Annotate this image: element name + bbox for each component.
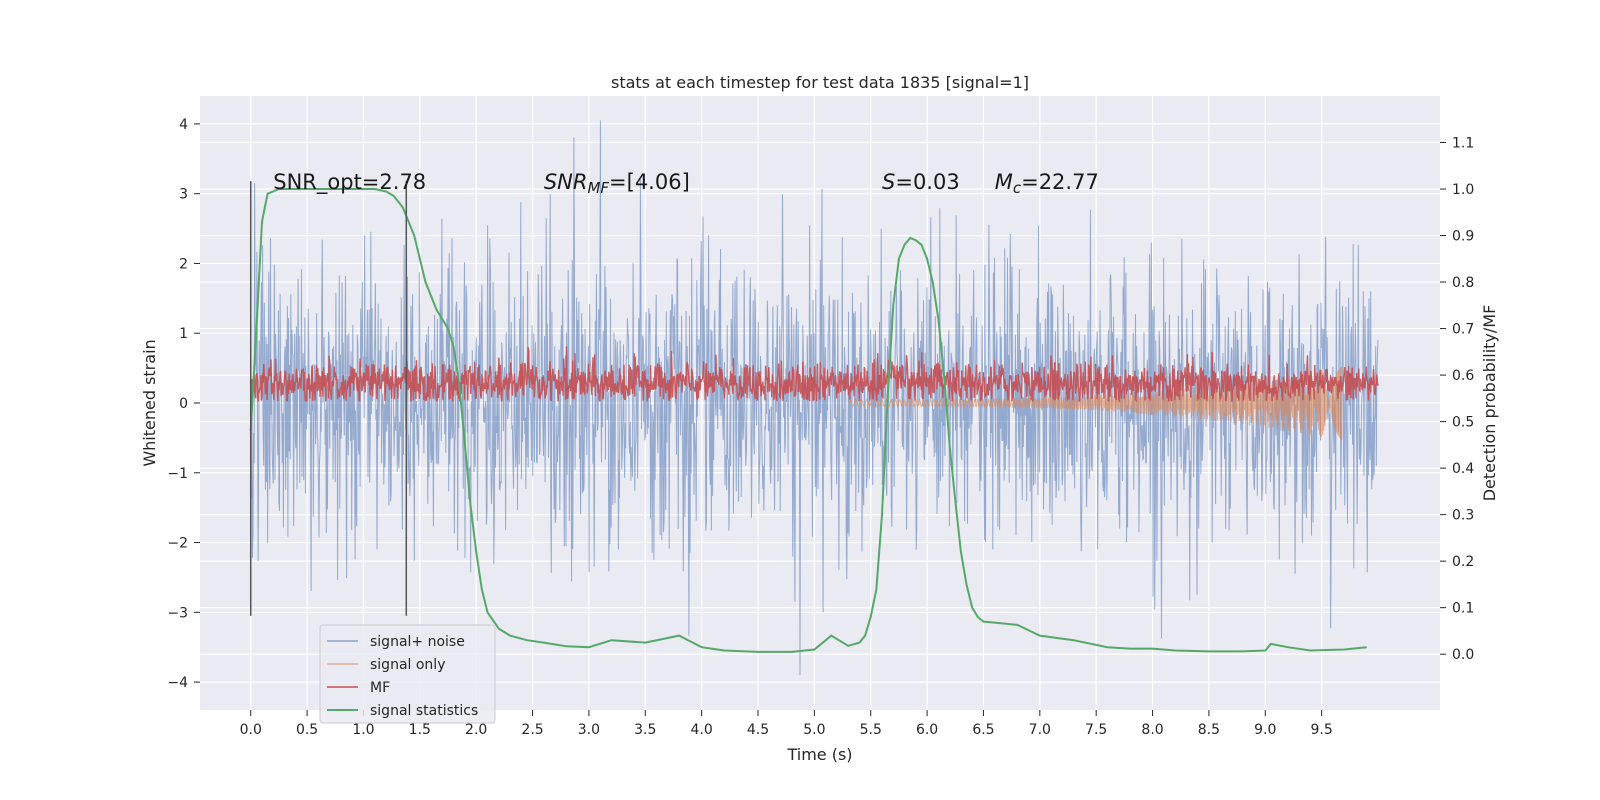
y-tick-label: −2	[167, 536, 188, 552]
x-tick-label: 6.5	[972, 722, 994, 738]
x-tick-label: 8.0	[1141, 722, 1163, 738]
x-tick-label: 7.0	[1029, 722, 1051, 738]
annotation-s-value: S=0.03	[882, 170, 960, 194]
x-tick-label: 1.5	[409, 722, 431, 738]
legend: signal+ noise signal only MF signal statist…	[319, 624, 496, 724]
legend-label: MF	[370, 680, 390, 696]
x-tick-label: 6.0	[916, 722, 938, 738]
y-tick-label: 3	[179, 187, 188, 203]
x-axis-label: Time (s)	[786, 745, 852, 764]
series-signal-statistics	[249, 188, 1367, 653]
x-tick-label: 8.5	[1198, 722, 1220, 738]
y2-axis-label: Detection probability/MF	[1480, 305, 1499, 502]
annotation-snr-mf: SNRMF=[4.06]	[544, 170, 690, 197]
x-tick-label: 2.0	[465, 722, 487, 738]
y-tick-label: −3	[167, 605, 188, 621]
y-tick-label: 0	[179, 396, 188, 412]
y2-tick-label: 0.3	[1452, 508, 1474, 524]
legend-label: signal statistics	[370, 703, 478, 719]
x-tick-label: 7.5	[1085, 722, 1107, 738]
y2-tick-label: 0.9	[1452, 229, 1474, 245]
y2-tick-label: 0.2	[1452, 554, 1474, 570]
legend-label: signal+ noise	[370, 634, 465, 650]
x-tick-label: 9.5	[1311, 722, 1333, 738]
y-tick-label: 2	[179, 256, 188, 272]
y-tick-label: 4	[179, 117, 188, 133]
x-tick-label: 5.5	[860, 722, 882, 738]
chart-title: stats at each timestep for test data 183…	[611, 73, 1029, 92]
y-tick-label: 1	[179, 326, 188, 342]
y-axis-right: 0.0 0.1 0.2 0.3 0.4 0.5 0.6 0.7 0.8 0.9 1.0 1.1	[1440, 136, 1474, 663]
y2-tick-label: 1.0	[1452, 182, 1474, 198]
x-tick-label: 3.5	[634, 722, 656, 738]
annotation-mc-value: Mc=22.77	[995, 170, 1099, 197]
y2-tick-label: 0.4	[1452, 461, 1474, 477]
y2-tick-label: 1.1	[1452, 136, 1474, 152]
x-tick-label: 4.0	[691, 722, 713, 738]
x-tick-label: 4.5	[747, 722, 769, 738]
x-tick-label: 1.0	[352, 722, 374, 738]
y2-tick-label: 0.8	[1452, 275, 1474, 291]
series-mf	[250, 346, 1379, 404]
x-tick-label: 2.5	[521, 722, 543, 738]
series-layer	[249, 120, 1379, 676]
x-tick-label: 5.0	[803, 722, 825, 738]
y-axis-left: −4 −3 −2 −1 0 1 2 3 4	[167, 117, 200, 691]
y-tick-label: −4	[167, 675, 188, 691]
x-tick-label: 3.0	[578, 722, 600, 738]
y-axis-label: Whitened strain	[140, 339, 159, 466]
x-tick-label: 9.0	[1254, 722, 1276, 738]
legend-box	[319, 624, 496, 724]
y-tick-label: −1	[167, 466, 188, 482]
vline-layer	[249, 181, 408, 616]
series-signal-only	[847, 366, 1343, 440]
legend-label: signal only	[370, 657, 445, 673]
series-signal-noise	[250, 120, 1379, 676]
y2-tick-label: 0.1	[1452, 601, 1474, 617]
y2-tick-label: 0.5	[1452, 415, 1474, 431]
y2-tick-label: 0.6	[1452, 368, 1474, 384]
y2-tick-label: 0.7	[1452, 322, 1474, 338]
x-axis: 0.0 0.5 1.0 1.5 2.0 2.5 3.0 3.5 4.0 4.5 5.0 5.5 6.0 6…	[240, 710, 1333, 738]
y2-tick-label: 0.0	[1452, 647, 1474, 663]
annotation-snr-opt: SNR_opt=2.78	[273, 170, 426, 195]
x-tick-label: 0.5	[296, 722, 318, 738]
annotations: SNR_opt=2.78 SNRMF=[4.06] S=0.03 Mc=22.77	[273, 170, 1099, 197]
x-tick-label: 0.0	[240, 722, 262, 738]
